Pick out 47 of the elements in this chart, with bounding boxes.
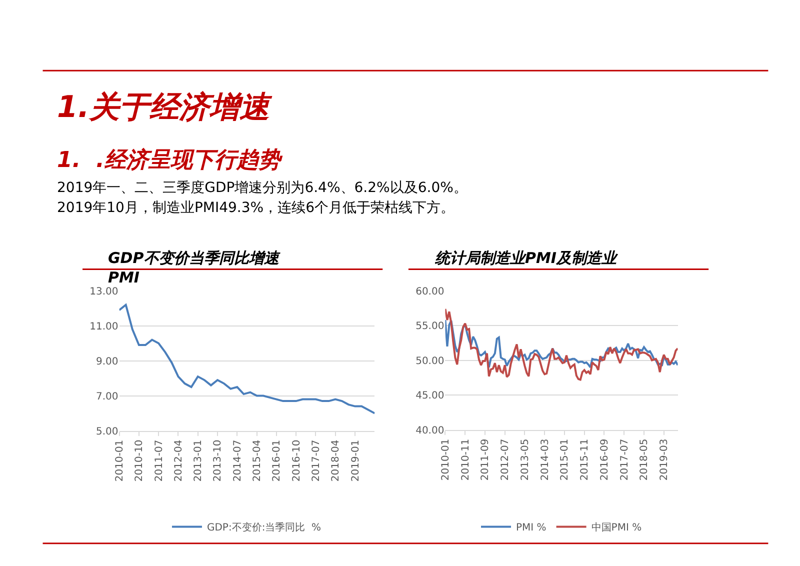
legend-label: PMI % [516,522,546,534]
y-tick-label: 40.00 [416,425,444,436]
legend-label: GDP:不变价:当季同比 % [206,522,322,534]
y-tick-label: 5.00 [96,426,118,438]
x-tick-label: 2016-09 [599,438,610,481]
x-tick-label: 2012-04 [173,440,184,482]
x-tick-label: 2016-10 [291,440,302,482]
y-tick-label: 13.00 [90,286,118,298]
x-tick-label: 2014-07 [232,440,244,482]
text: 2019年10月，制造业PMI49.3%，连续6个月低于荣枯线下方。 [57,200,454,216]
y-tick-label: 45.00 [416,390,444,402]
y-tick-label: 60.00 [416,286,444,298]
chart-title: GDP不变价当季同比增速 PMI [108,249,281,286]
x-tick-label: 2015-01 [560,438,571,481]
x-tick-label: 2019-01 [350,440,362,482]
x-tick-label: 2013-05 [520,438,531,481]
x-tick-label: 2011-07 [154,440,165,482]
x-tick-label: 2017-07 [619,438,630,481]
line-series [119,304,375,414]
y-tick-label: 55.00 [416,321,444,332]
text: 1.关于经济增速 [57,90,272,125]
x-tick-label: 2012-07 [500,438,512,481]
x-tick-label: 2015-11 [580,438,591,481]
x-tick-label: 2010-10 [134,440,146,482]
y-tick-label: 50.00 [416,356,444,367]
x-tick-label: 2014-03 [540,438,551,481]
line-series [445,319,678,368]
x-tick-label: 2013-01 [193,440,204,482]
x-tick-label: 2018-05 [639,438,650,481]
x-tick-label: 2010-11 [460,438,472,481]
line-series [445,308,678,381]
x-tick-label: 2018-04 [330,440,342,482]
x-tick-label: 2010-01 [440,438,452,481]
text: 1. .经济呈现下行趋势 [57,147,284,173]
legend-label: 中国PMI % [591,522,642,534]
x-tick-label: 2010-01 [114,440,126,482]
x-tick-label: 2015-04 [252,440,264,482]
chart-title: 统计局制造业PMI及制造业 [434,249,618,267]
y-tick-label: 7.00 [96,391,118,402]
text: 2019年一、二、三季度GDP增速分别为6.4%、6.2%以及6.0%。 [57,180,468,196]
x-tick-label: 2013-10 [212,440,224,482]
y-tick-label: 11.00 [90,321,118,332]
x-tick-label: 2017-07 [310,440,322,482]
y-tick-label: 9.00 [96,356,118,368]
x-tick-label: 2019-03 [659,438,670,481]
x-tick-label: 2016-01 [272,440,283,482]
x-tick-label: 2011-09 [480,438,492,481]
